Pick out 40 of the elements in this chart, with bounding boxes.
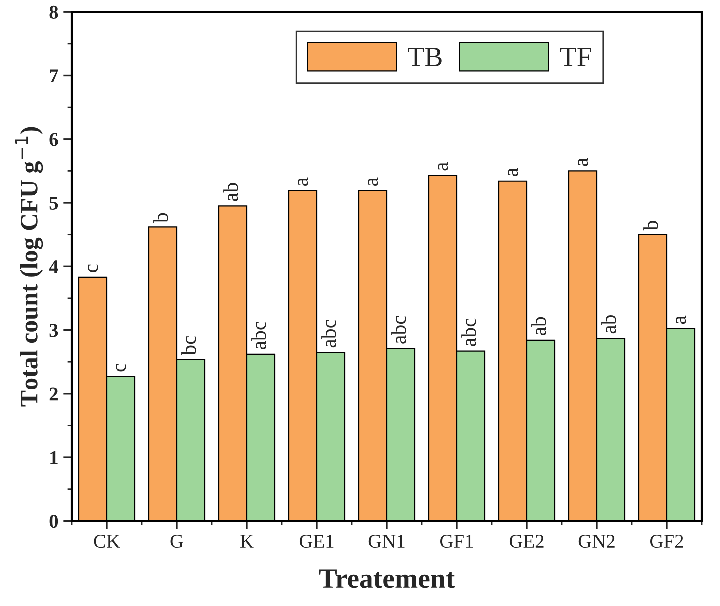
x-tick-label: GN2 bbox=[578, 534, 615, 548]
annotation: c bbox=[88, 264, 98, 272]
annotation: a bbox=[578, 158, 588, 166]
annotation: abc bbox=[252, 322, 266, 350]
y-tick-label: 4 bbox=[49, 260, 58, 274]
x-tick-label: GF2 bbox=[650, 534, 684, 548]
annotation: b bbox=[154, 213, 168, 224]
y-tick-label: 1 bbox=[50, 451, 58, 464]
x-tick-label: GF1 bbox=[440, 534, 474, 548]
legend-label: TF bbox=[560, 48, 592, 66]
x-tick-label: G bbox=[170, 534, 184, 548]
annotation: c bbox=[116, 364, 126, 372]
annotation: b bbox=[644, 221, 658, 231]
y-tick-label: 7 bbox=[50, 70, 58, 82]
annotation: ab bbox=[602, 316, 616, 334]
x-axis-title: Treatement bbox=[319, 570, 456, 588]
x-tick-label: GE2 bbox=[510, 534, 544, 548]
x-tick-label: K bbox=[240, 535, 254, 548]
annotation: ab bbox=[224, 183, 238, 202]
annotation: ab bbox=[532, 317, 546, 336]
annotation: abc bbox=[392, 316, 406, 344]
annotation: a bbox=[298, 178, 308, 186]
annotation: abc bbox=[322, 320, 336, 348]
y-tick-label: 2 bbox=[50, 388, 58, 401]
legend-label: TB bbox=[408, 48, 442, 66]
annotation: a bbox=[438, 162, 448, 171]
annotation: a bbox=[676, 316, 686, 324]
y-axis-title: Total count (log CFU g$^{−1}$) bbox=[15, 127, 44, 407]
y-tick-label: 6 bbox=[50, 133, 58, 146]
y-tick-label: 3 bbox=[50, 324, 58, 338]
x-tick-label: CK bbox=[94, 534, 120, 548]
annotation: bc bbox=[182, 336, 196, 356]
y-tick-label: 0 bbox=[50, 514, 58, 528]
x-tick-label: GE1 bbox=[300, 534, 334, 548]
y-tick-label: 5 bbox=[50, 197, 58, 210]
x-tick-label: GN1 bbox=[368, 534, 405, 548]
annotation: abc bbox=[462, 318, 476, 346]
annotation: a bbox=[368, 178, 378, 186]
y-tick-label: 8 bbox=[50, 6, 58, 20]
annotation: a bbox=[508, 168, 518, 176]
